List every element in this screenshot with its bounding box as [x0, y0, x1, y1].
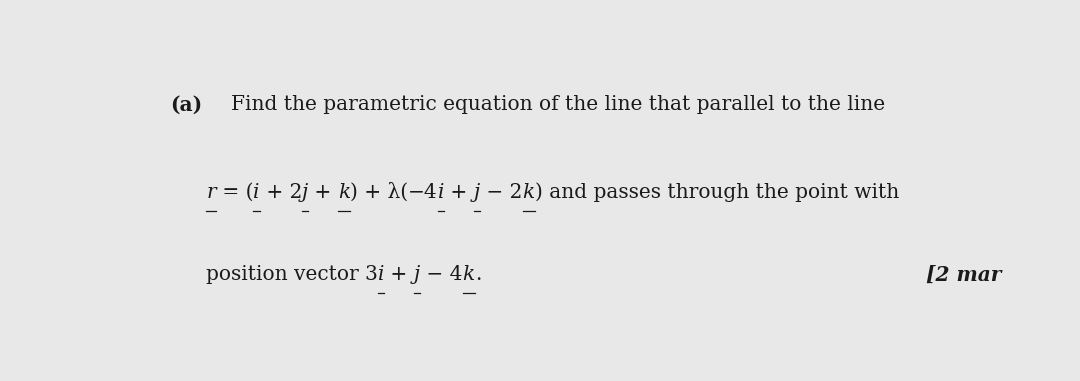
Text: i: i	[254, 183, 259, 202]
Text: r: r	[206, 183, 216, 202]
Text: (a): (a)	[171, 94, 202, 114]
Text: − 2: − 2	[481, 183, 523, 202]
Text: k: k	[338, 183, 350, 202]
Text: +: +	[444, 183, 474, 202]
Text: +: +	[384, 265, 414, 284]
Text: ) and passes through the point with: ) and passes through the point with	[535, 182, 899, 202]
Text: ) + λ(: ) + λ(	[350, 183, 408, 202]
Text: − 4: − 4	[420, 265, 462, 284]
Text: .: .	[475, 265, 482, 284]
Text: j: j	[414, 265, 420, 284]
Text: [2 mar: [2 mar	[926, 264, 1001, 285]
Text: −4: −4	[408, 183, 437, 202]
Text: k: k	[462, 265, 475, 284]
Text: i: i	[437, 183, 444, 202]
Text: = (: = (	[216, 183, 254, 202]
Text: +: +	[308, 183, 338, 202]
Text: + 2: + 2	[259, 183, 302, 202]
Text: position vector 3: position vector 3	[206, 265, 378, 284]
Text: Find the parametric equation of the line that parallel to the line: Find the parametric equation of the line…	[231, 95, 886, 114]
Text: j: j	[302, 183, 308, 202]
Text: k: k	[523, 183, 535, 202]
Text: j: j	[474, 183, 481, 202]
Text: i: i	[378, 265, 384, 284]
